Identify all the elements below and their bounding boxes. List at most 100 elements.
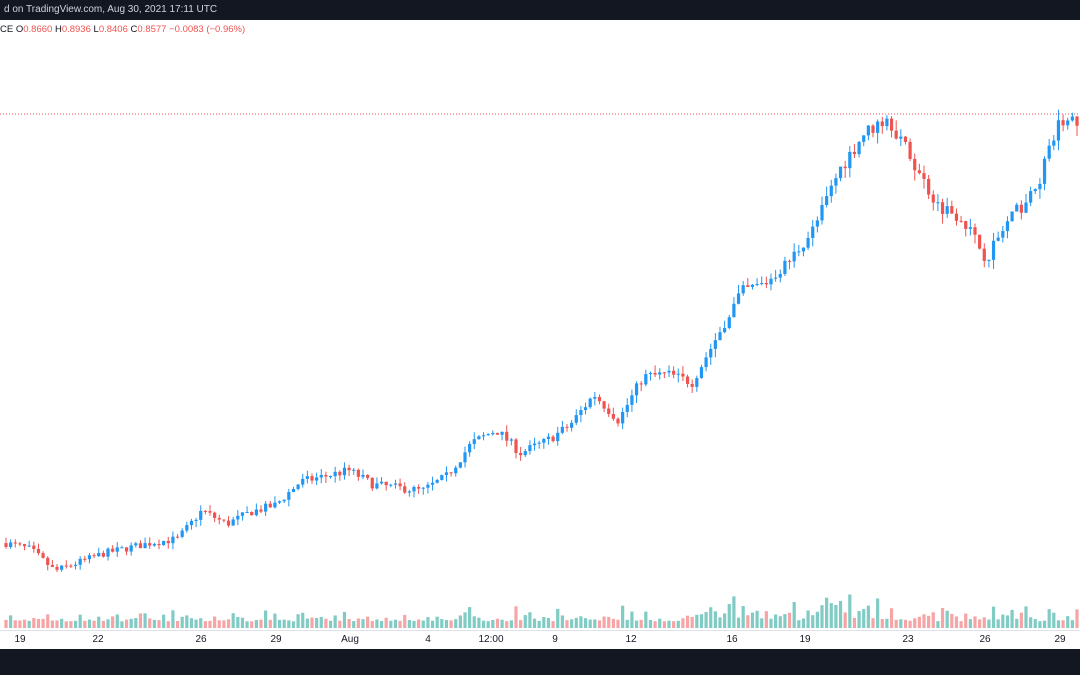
volume-bar	[268, 619, 272, 628]
volume-bar	[370, 620, 374, 628]
candle-body	[681, 373, 685, 377]
candle-body	[588, 398, 592, 408]
candle-body	[379, 481, 384, 484]
volume-bar	[607, 616, 611, 628]
volume-bar	[593, 619, 597, 628]
candle-body	[226, 520, 231, 526]
candle-body	[815, 220, 819, 227]
candle-body	[801, 247, 806, 252]
candle-body	[695, 378, 699, 387]
candle-body	[1010, 211, 1014, 222]
candle-body	[1066, 120, 1070, 126]
volume-bar	[259, 619, 263, 628]
candle-body	[148, 543, 152, 546]
candle-body	[1047, 145, 1051, 159]
candle-body	[199, 510, 203, 520]
candle-body	[713, 340, 717, 349]
candle-body	[899, 136, 903, 139]
volume-bar	[273, 613, 277, 628]
candle-body	[597, 396, 602, 402]
candle-body	[138, 543, 143, 549]
candle-body	[760, 283, 764, 285]
x-tick-label: 26	[979, 634, 991, 645]
volume-bar	[927, 615, 931, 628]
candle-body	[18, 543, 22, 545]
volume-bar	[936, 621, 940, 628]
volume-bar	[964, 613, 968, 628]
candle-body	[166, 540, 170, 544]
volume-bar	[152, 619, 156, 628]
candle-body	[954, 213, 959, 221]
volume-bar	[185, 615, 189, 628]
volume-bar	[959, 621, 963, 628]
candle-body	[755, 283, 759, 285]
candle-body	[217, 517, 221, 520]
volume-bar	[1015, 618, 1019, 628]
volume-bar	[189, 618, 194, 628]
candle-body	[370, 477, 374, 489]
candle-body	[783, 260, 787, 275]
volume-bar	[662, 621, 666, 628]
candle-body	[723, 328, 727, 333]
volume-bar	[352, 621, 356, 628]
candle-body	[514, 439, 518, 453]
volume-bar	[22, 619, 27, 628]
volume-bar	[222, 620, 226, 628]
volume-bar	[305, 618, 309, 628]
volume-bar	[32, 618, 36, 628]
volume-bar	[611, 618, 615, 628]
candle-body	[1019, 204, 1023, 213]
volume-bar	[681, 618, 685, 628]
volume-bar	[732, 596, 736, 628]
x-tick-label: 12	[625, 634, 637, 645]
volume-bar	[157, 620, 161, 628]
volume-bar	[13, 620, 17, 628]
volume-bar	[672, 621, 676, 628]
candle-body	[968, 227, 972, 229]
volume-bar	[356, 618, 360, 628]
volume-bar	[1029, 617, 1033, 628]
candle-body	[876, 121, 880, 133]
volume-bar	[4, 619, 8, 628]
volume-bar	[838, 600, 843, 628]
volume-bar	[444, 620, 449, 628]
candle-body	[389, 484, 393, 486]
candle-body	[426, 484, 430, 488]
volume-bar	[551, 621, 555, 628]
volume-bar	[27, 620, 31, 628]
open-label: O	[15, 24, 24, 35]
candle-body	[310, 476, 314, 481]
volume-bar	[931, 612, 935, 628]
candle-body	[542, 439, 546, 443]
candle-body	[699, 367, 704, 379]
volume-bar	[1005, 615, 1010, 628]
candle-body	[1033, 189, 1037, 192]
volume-bar	[866, 605, 870, 628]
candle-body	[950, 206, 954, 214]
candle-body	[189, 520, 194, 526]
volume-bar	[477, 617, 481, 628]
candle-body	[871, 125, 875, 133]
candle-body	[259, 509, 263, 512]
plot-area[interactable]	[0, 20, 1080, 630]
volume-bar	[124, 619, 129, 628]
volume-bar	[792, 601, 796, 628]
candle-body	[903, 136, 908, 142]
candle-body	[1024, 202, 1028, 213]
candle-body	[583, 407, 588, 411]
volume-bar	[87, 619, 92, 628]
volume-bar	[523, 615, 527, 628]
candle-body	[277, 501, 282, 503]
candle-body	[931, 194, 935, 203]
candle-body	[403, 486, 407, 493]
candle-body	[894, 130, 898, 139]
candle-body	[111, 548, 115, 552]
volume-bar	[83, 620, 87, 628]
volume-bar	[217, 620, 221, 628]
candle-body	[1042, 158, 1047, 184]
candle-body	[1001, 231, 1005, 238]
volume-bar	[468, 607, 472, 628]
volume-bar	[565, 620, 569, 628]
volume-bar	[398, 620, 402, 628]
candle-body	[774, 277, 778, 279]
